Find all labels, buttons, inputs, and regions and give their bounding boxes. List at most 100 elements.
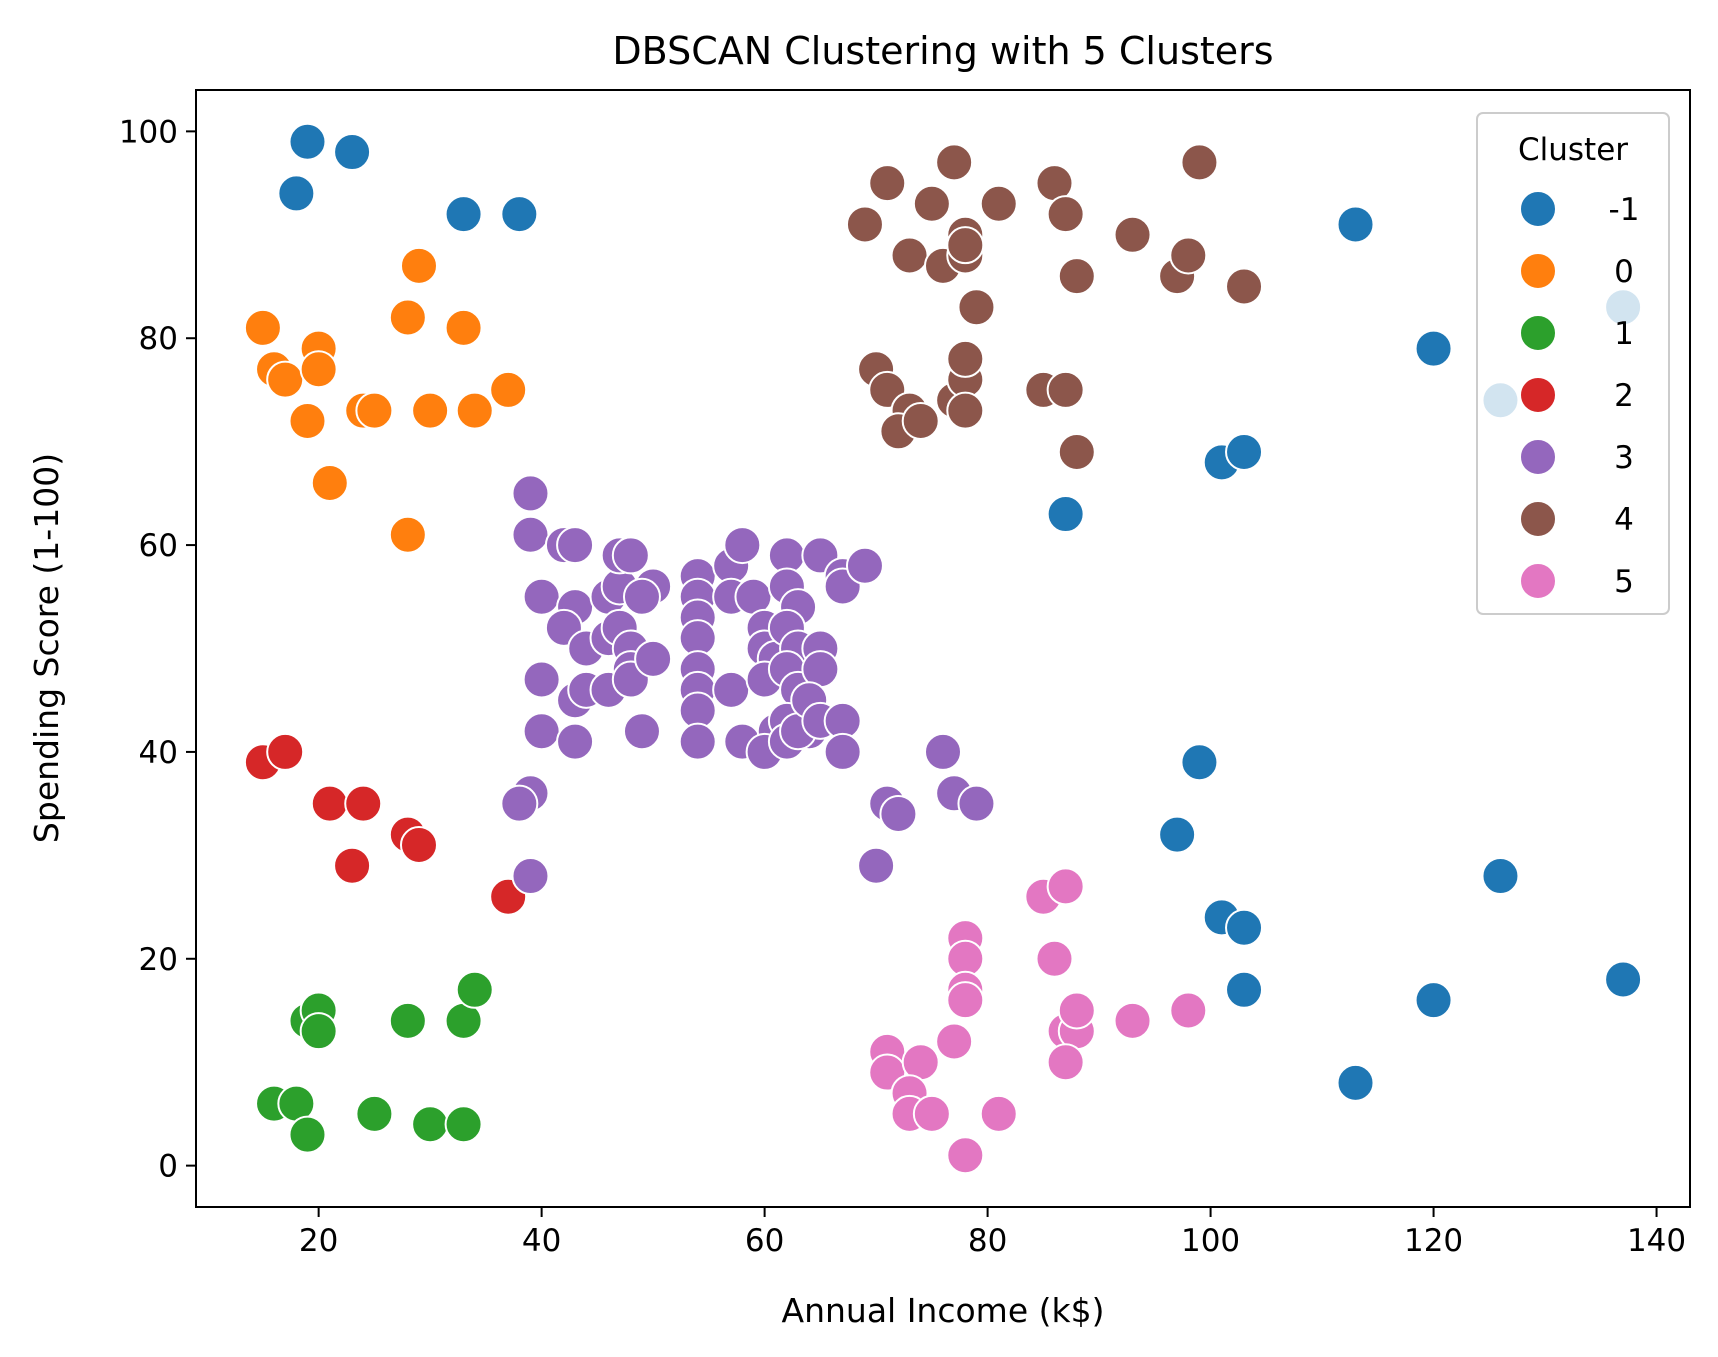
data-point (522, 712, 561, 751)
x-axis-title: Annual Income (k$) (782, 1291, 1105, 1330)
data-point (1035, 939, 1074, 978)
data-point (1336, 1063, 1375, 1102)
data-point (1414, 329, 1453, 368)
data-point (266, 360, 305, 399)
data-point (622, 577, 661, 616)
legend-marker (1519, 252, 1557, 290)
data-point (1180, 143, 1219, 182)
axes-frame (195, 89, 1691, 1208)
data-point (1604, 960, 1643, 999)
data-point (712, 670, 751, 709)
data-point (511, 515, 550, 554)
data-point (1336, 205, 1375, 244)
legend-frame (1476, 112, 1670, 615)
data-point (1046, 370, 1085, 409)
x-tick-label: 140 (1627, 1223, 1686, 1259)
data-point (1057, 991, 1096, 1030)
y-tick-label: 20 (139, 942, 178, 978)
data-point (399, 826, 438, 865)
legend-marker (1519, 562, 1557, 600)
data-point (288, 122, 327, 161)
legend-entries: -1 0 1 2 3 4 5 (1519, 190, 1639, 600)
data-point (912, 184, 951, 223)
data-point (901, 401, 940, 440)
data-point (1225, 432, 1264, 471)
data-point (857, 846, 896, 885)
data-point (299, 350, 338, 389)
x-tick-label: 120 (1404, 1223, 1463, 1259)
data-point (388, 298, 427, 337)
data-point (912, 1094, 951, 1133)
data-point (723, 526, 762, 565)
legend-label: 2 (1614, 378, 1634, 414)
data-point (946, 339, 985, 378)
data-point (1225, 970, 1264, 1009)
data-point (1158, 815, 1197, 854)
data-point (288, 401, 327, 440)
data-point (355, 391, 394, 430)
y-tick-label: 40 (139, 735, 178, 771)
legend-marker (1519, 190, 1557, 228)
x-tick-label: 100 (1181, 1223, 1240, 1259)
series-3 (500, 474, 996, 896)
data-point (444, 308, 483, 347)
data-point (489, 370, 528, 409)
data-point (957, 784, 996, 823)
data-point (823, 732, 862, 771)
x-tick-label: 60 (745, 1223, 784, 1259)
data-point (1057, 257, 1096, 296)
data-point (979, 184, 1018, 223)
series-1 (255, 970, 494, 1154)
data-point (310, 784, 349, 823)
data-point (924, 732, 962, 771)
data-point (1113, 215, 1152, 254)
data-point (411, 1105, 450, 1144)
data-point (1169, 236, 1208, 275)
data-point (622, 712, 661, 751)
data-point (845, 205, 884, 244)
series-4 (845, 143, 1264, 471)
data-point (868, 164, 907, 203)
data-point (957, 288, 996, 327)
series-0 (243, 246, 528, 554)
data-point (1180, 743, 1219, 782)
data-point (1225, 267, 1264, 306)
y-tick-label: 80 (139, 321, 178, 357)
data-point (845, 546, 884, 585)
legend-title: Cluster (1518, 132, 1628, 168)
legend-label: 3 (1614, 440, 1634, 476)
data-point (522, 577, 561, 616)
data-point (500, 784, 539, 823)
data-point (946, 226, 985, 265)
data-point (355, 1094, 394, 1133)
chart-title: DBSCAN Clustering with 5 Clusters (612, 29, 1273, 73)
series-5 (868, 867, 1208, 1175)
data-point (277, 174, 316, 213)
legend-marker (1519, 438, 1557, 476)
data-point (455, 970, 494, 1009)
data-point (890, 236, 929, 275)
data-point (444, 1105, 483, 1144)
y-axis-title: Spending Score (1-100) (27, 453, 66, 843)
data-point (388, 515, 427, 554)
data-point (411, 391, 450, 430)
data-point (500, 195, 539, 234)
data-point (678, 722, 717, 761)
y-tick-label: 60 (139, 528, 178, 564)
data-point (243, 308, 282, 347)
data-point (611, 536, 650, 575)
data-point (266, 732, 305, 771)
series-2 (243, 732, 528, 916)
data-point (455, 391, 494, 430)
y-tick-label: 0 (158, 1149, 178, 1185)
data-point (310, 464, 349, 503)
legend-label: 5 (1614, 564, 1634, 600)
data-point (1057, 432, 1096, 471)
data-point (556, 722, 595, 761)
data-point (946, 391, 985, 430)
data-point (946, 1136, 985, 1175)
data-point (935, 1022, 974, 1061)
